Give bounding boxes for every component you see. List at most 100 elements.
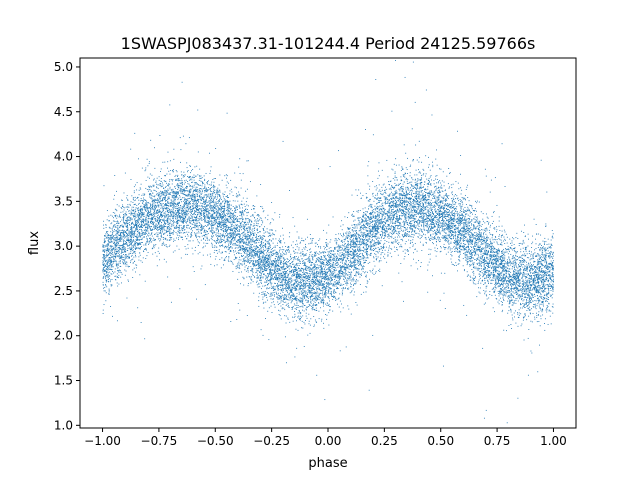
- data-point: [358, 224, 360, 226]
- data-point: [285, 301, 287, 303]
- data-point: [264, 245, 266, 247]
- data-point: [529, 298, 531, 300]
- data-point: [194, 250, 196, 252]
- data-point: [247, 243, 249, 245]
- data-point: [532, 254, 534, 256]
- data-point: [526, 267, 528, 269]
- data-point: [460, 210, 461, 212]
- data-point: [211, 239, 213, 241]
- data-point: [197, 198, 199, 200]
- data-point: [284, 279, 286, 281]
- data-point: [152, 184, 154, 186]
- data-point: [172, 197, 174, 199]
- data-point: [410, 205, 412, 207]
- data-point: [355, 264, 356, 266]
- data-point: [535, 224, 537, 225]
- data-point: [319, 257, 321, 259]
- data-point: [461, 211, 463, 212]
- data-point: [369, 219, 371, 220]
- data-point: [453, 195, 455, 197]
- data-point: [533, 283, 535, 285]
- data-point: [508, 278, 510, 280]
- data-point: [150, 211, 152, 213]
- data-point: [366, 230, 368, 232]
- data-point: [337, 283, 339, 285]
- data-point: [297, 270, 299, 272]
- data-point: [108, 278, 110, 279]
- data-point: [544, 254, 546, 256]
- data-point: [477, 257, 479, 259]
- data-point: [299, 279, 301, 281]
- data-point: [155, 205, 157, 207]
- data-point: [520, 304, 522, 306]
- data-point: [504, 287, 506, 289]
- data-point: [340, 261, 342, 263]
- data-point: [272, 294, 274, 296]
- data-point: [383, 191, 385, 193]
- data-point: [405, 219, 407, 221]
- data-point: [489, 260, 491, 262]
- data-point: [507, 270, 509, 272]
- data-point: [426, 199, 428, 201]
- data-point: [234, 211, 236, 213]
- data-point: [173, 224, 175, 226]
- data-point: [534, 285, 536, 287]
- data-point: [533, 275, 535, 277]
- data-point: [460, 220, 461, 222]
- data-point: [442, 222, 444, 223]
- data-point: [142, 201, 144, 202]
- data-point: [102, 281, 104, 283]
- data-point: [133, 245, 135, 247]
- data-point: [224, 236, 225, 238]
- data-point: [410, 164, 412, 166]
- data-point: [446, 205, 448, 207]
- data-point: [214, 212, 215, 213]
- data-point: [377, 177, 379, 179]
- data-point: [120, 232, 122, 233]
- data-point: [528, 303, 530, 305]
- data-point: [482, 273, 484, 275]
- data-point: [436, 227, 438, 229]
- data-point: [279, 249, 280, 251]
- data-point: [127, 248, 129, 249]
- data-point: [358, 230, 360, 232]
- data-point: [136, 225, 138, 227]
- data-point: [108, 250, 109, 252]
- data-point: [155, 210, 157, 212]
- data-point: [163, 234, 165, 235]
- data-point: [180, 220, 182, 222]
- data-point: [259, 235, 261, 237]
- data-point: [362, 216, 364, 218]
- data-point: [484, 229, 486, 231]
- data-point: [463, 224, 465, 226]
- data-point: [205, 206, 207, 208]
- data-point: [320, 307, 322, 309]
- data-point: [316, 291, 318, 293]
- data-point: [174, 200, 176, 202]
- data-point: [235, 208, 237, 210]
- data-point: [270, 263, 272, 265]
- data-point: [501, 283, 503, 285]
- data-point: [379, 205, 381, 207]
- data-point: [436, 175, 438, 177]
- data-point: [471, 223, 472, 225]
- data-point: [243, 231, 245, 233]
- data-point: [323, 283, 325, 285]
- data-point: [329, 300, 330, 302]
- data-point: [279, 247, 281, 249]
- data-point: [350, 263, 352, 265]
- data-point: [452, 218, 454, 220]
- data-point: [517, 290, 519, 292]
- data-point: [112, 256, 114, 258]
- data-point: [156, 194, 158, 196]
- data-point: [250, 266, 252, 268]
- data-point: [517, 280, 518, 282]
- data-point: [509, 281, 511, 282]
- data-point: [333, 262, 334, 264]
- data-point: [216, 191, 218, 192]
- data-point: [535, 285, 537, 287]
- data-point: [438, 241, 440, 243]
- data-point: [297, 289, 299, 291]
- data-point: [337, 303, 338, 305]
- data-point: [495, 270, 497, 272]
